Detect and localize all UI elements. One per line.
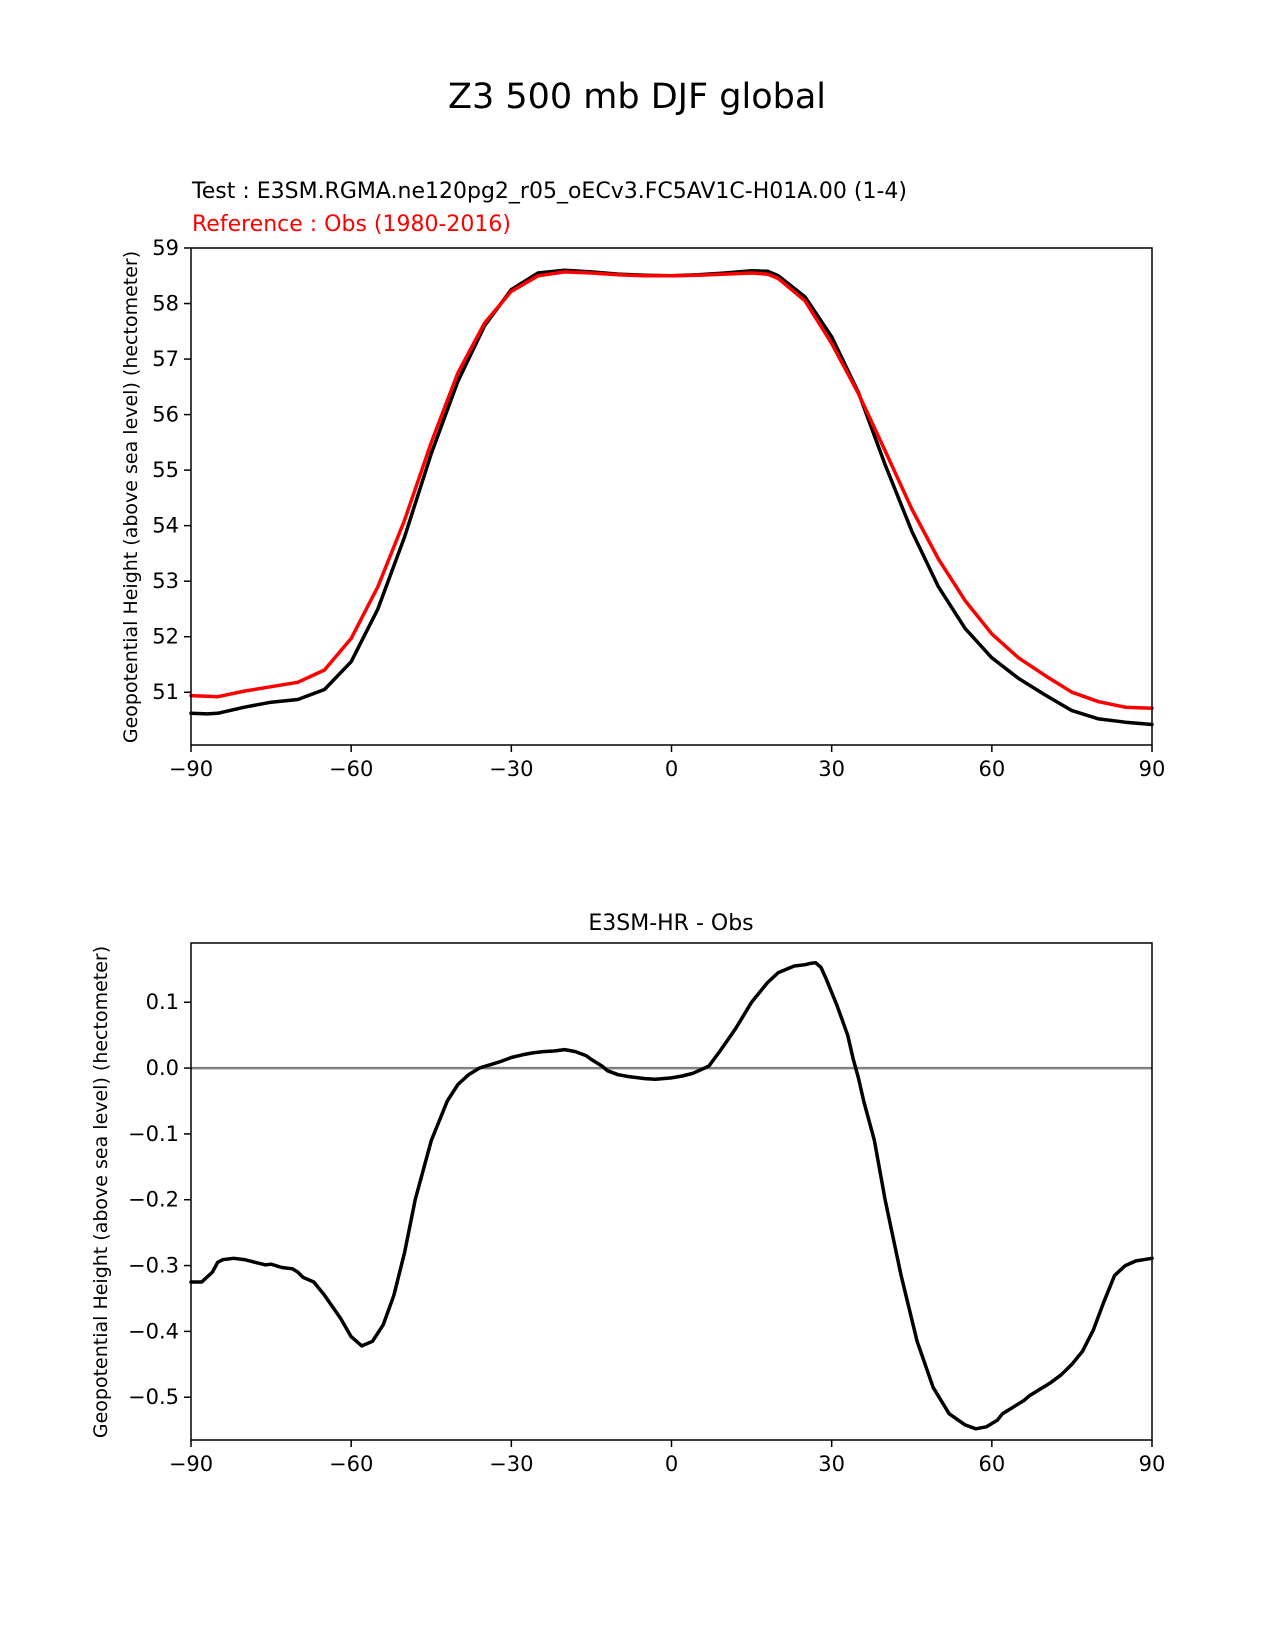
x-tick-label: 0 xyxy=(665,757,678,781)
y-tick-label: 53 xyxy=(152,569,179,593)
y-tick-label: −0.1 xyxy=(128,1122,179,1146)
y-tick-label: 55 xyxy=(152,458,179,482)
x-tick-label: 30 xyxy=(818,757,845,781)
y-tick-label: 58 xyxy=(152,292,179,316)
y-tick-label: −0.4 xyxy=(128,1319,179,1343)
y-tick-label: −0.2 xyxy=(128,1188,179,1212)
x-ticks: −90 −60 −30 0 30 60 90 xyxy=(169,1440,1166,1476)
difference-title: E3SM-HR - Obs xyxy=(588,911,753,936)
y-tick-label: 52 xyxy=(152,625,179,649)
y-tick-label: 59 xyxy=(152,236,179,260)
y-ticks: 51 52 53 54 55 56 57 58 59 xyxy=(152,236,191,704)
x-tick-label: 90 xyxy=(1139,1452,1166,1476)
x-tick-label: 90 xyxy=(1139,757,1166,781)
y-axis-label: Geopotential Height (above sea level) (h… xyxy=(120,251,142,743)
difference-panel: E3SM-HR - Obs Geopotential Height (above… xyxy=(90,911,1165,1476)
series-layer xyxy=(189,268,1154,727)
y-tick-label: 0.1 xyxy=(146,990,179,1014)
y-axis-label: Geopotential Height (above sea level) (h… xyxy=(90,946,112,1438)
y-tick-label: 54 xyxy=(152,514,179,538)
y-tick-label: 57 xyxy=(152,347,179,371)
x-tick-label: 60 xyxy=(978,1452,1005,1476)
y-tick-label: −0.5 xyxy=(128,1385,179,1409)
x-tick-label: 60 xyxy=(978,757,1005,781)
x-tick-label: −60 xyxy=(329,757,373,781)
y-tick-label: −0.3 xyxy=(128,1254,179,1278)
x-tick-label: −60 xyxy=(329,1452,373,1476)
x-tick-label: −90 xyxy=(169,1452,213,1476)
x-tick-label: −90 xyxy=(169,757,213,781)
series-line-2 xyxy=(189,270,1154,711)
figure-suptitle: Z3 500 mb DJF global xyxy=(448,77,826,117)
reference-title: Reference : Obs (1980-2016) xyxy=(192,212,511,237)
x-tick-label: 30 xyxy=(818,1452,845,1476)
series-layer xyxy=(189,960,1154,1431)
series-line-1 xyxy=(189,960,1154,1431)
y-tick-label: 51 xyxy=(152,680,179,704)
y-tick-label: 0.0 xyxy=(146,1056,179,1080)
x-tick-label: −30 xyxy=(489,757,533,781)
climatology-panel: Test : E3SM.RGMA.ne120pg2_r05_oECv3.FC5A… xyxy=(120,179,1165,781)
plot-frame xyxy=(190,942,1153,1441)
y-ticks: 0.1 0.0 −0.1 −0.2 −0.3 −0.4 −0.5 xyxy=(128,990,191,1409)
x-ticks: −90 −60 −30 0 30 60 90 xyxy=(169,745,1166,781)
y-tick-label: 56 xyxy=(152,403,179,427)
test-title: Test : E3SM.RGMA.ne120pg2_r05_oECv3.FC5A… xyxy=(191,179,907,204)
x-tick-label: −30 xyxy=(489,1452,533,1476)
x-tick-label: 0 xyxy=(665,1452,678,1476)
